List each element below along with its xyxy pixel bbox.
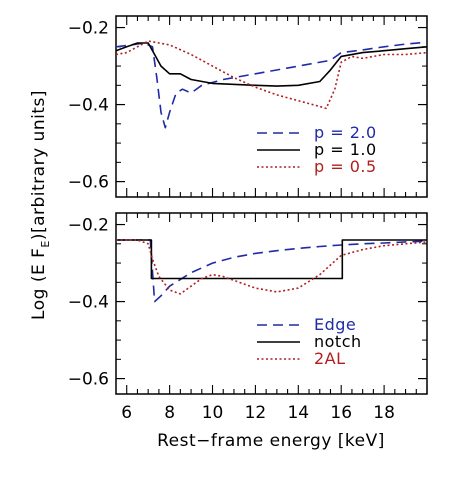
y-axis-title: Log (E FE)[arbitrary units] bbox=[29, 90, 52, 320]
bottom-plot-frame bbox=[115, 212, 428, 395]
bottom-series-line-2 bbox=[116, 239, 427, 280]
bottom-x-tick-label: 6 bbox=[121, 403, 132, 423]
bottom-series-line-3 bbox=[116, 239, 428, 295]
bottom-series-line-1 bbox=[116, 239, 428, 303]
bottom-x-tick-label: 14 bbox=[287, 403, 309, 423]
bottom-x-tick-label: 8 bbox=[164, 403, 175, 423]
bottom-legend-label: Edge bbox=[314, 315, 356, 334]
top-y-tick-label: −0.6 bbox=[68, 173, 109, 193]
top-legend-label: p = 2.0 bbox=[314, 123, 377, 142]
y-axis-title-rest: )[arbitrary units] bbox=[29, 90, 49, 240]
top-series-line-3 bbox=[115, 40, 428, 110]
top-legend-label: p = 0.5 bbox=[314, 157, 377, 176]
y-axis-title-main: Log (E F bbox=[29, 248, 49, 320]
top-panel: −0.2 −0.4 −0.6 p = 2.0p = 1.0p = 0.5 bbox=[68, 15, 428, 198]
top-series-line-1 bbox=[115, 41, 428, 129]
bottom-x-tick-label: 10 bbox=[202, 403, 224, 423]
top-plot-frame bbox=[115, 15, 428, 198]
bottom-y-tick-label: −0.4 bbox=[68, 293, 109, 313]
bottom-legend-label: notch bbox=[314, 332, 362, 351]
bottom-legend-label: 2AL bbox=[314, 349, 346, 368]
top-series bbox=[115, 40, 428, 129]
top-legend-label: p = 1.0 bbox=[314, 140, 377, 159]
bottom-x-tick-label: 12 bbox=[245, 403, 267, 423]
x-axis-title: Rest−frame energy [keV] bbox=[157, 431, 385, 451]
y-axis-title-subscript: E bbox=[39, 240, 52, 247]
top-legend: p = 2.0p = 1.0p = 0.5 bbox=[257, 123, 377, 176]
bottom-ticks: −0.2 −0.4 −0.6 6 8 10 12 14 16 18 bbox=[68, 213, 428, 423]
top-series-line-2 bbox=[115, 42, 428, 87]
bottom-x-tick-label: 16 bbox=[330, 403, 352, 423]
bottom-series bbox=[116, 239, 428, 303]
bottom-x-tick-label: 18 bbox=[373, 403, 395, 423]
top-y-tick-label: −0.2 bbox=[68, 19, 109, 39]
top-y-tick-label: −0.4 bbox=[68, 96, 109, 116]
bottom-y-tick-label: −0.6 bbox=[68, 370, 109, 390]
bottom-y-tick-label: −0.2 bbox=[68, 216, 109, 236]
